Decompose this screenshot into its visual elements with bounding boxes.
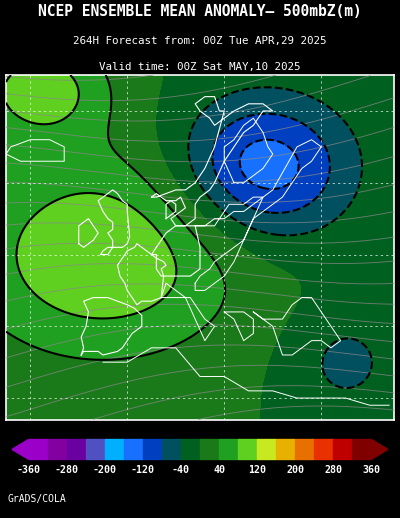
Text: 40: 40 xyxy=(213,465,225,475)
Bar xyxy=(124,439,143,459)
Text: -280: -280 xyxy=(55,465,79,475)
Bar xyxy=(333,439,352,459)
Bar xyxy=(352,439,371,459)
Bar xyxy=(105,439,124,459)
Text: 360: 360 xyxy=(362,465,380,475)
Polygon shape xyxy=(12,439,29,459)
Text: GrADS/COLA: GrADS/COLA xyxy=(8,494,67,504)
Bar xyxy=(181,439,200,459)
Text: NCEP ENSEMBLE MEAN ANOMALY– 500mbZ(m): NCEP ENSEMBLE MEAN ANOMALY– 500mbZ(m) xyxy=(38,4,362,19)
Bar xyxy=(86,439,105,459)
Bar xyxy=(67,439,86,459)
Bar xyxy=(48,439,67,459)
Bar xyxy=(257,439,276,459)
Text: 200: 200 xyxy=(286,465,304,475)
Text: -360: -360 xyxy=(17,465,41,475)
Bar xyxy=(295,439,314,459)
Text: -40: -40 xyxy=(172,465,190,475)
Text: 280: 280 xyxy=(324,465,342,475)
Text: -120: -120 xyxy=(131,465,155,475)
Bar xyxy=(29,439,48,459)
Bar xyxy=(200,439,219,459)
Bar xyxy=(162,439,181,459)
Bar xyxy=(143,439,162,459)
Text: -200: -200 xyxy=(93,465,117,475)
Polygon shape xyxy=(371,439,388,459)
Bar xyxy=(238,439,257,459)
Bar xyxy=(314,439,333,459)
Text: 120: 120 xyxy=(248,465,266,475)
Text: 264H Forecast from: 00Z Tue APR,29 2025: 264H Forecast from: 00Z Tue APR,29 2025 xyxy=(73,36,327,46)
Bar xyxy=(276,439,295,459)
Text: Valid time: 00Z Sat MAY,10 2025: Valid time: 00Z Sat MAY,10 2025 xyxy=(99,62,301,71)
Bar xyxy=(219,439,238,459)
